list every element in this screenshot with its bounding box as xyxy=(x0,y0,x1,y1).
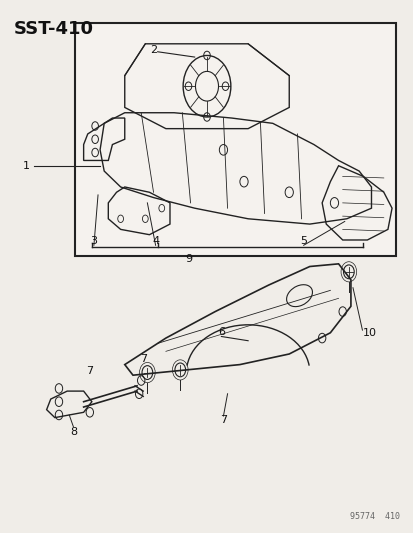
Text: 7: 7 xyxy=(219,415,226,425)
Bar xyxy=(75,22,395,256)
Text: 2: 2 xyxy=(150,45,157,55)
Text: 1: 1 xyxy=(22,161,29,171)
Text: 7: 7 xyxy=(86,367,93,376)
Text: 3: 3 xyxy=(90,236,97,246)
Text: 10: 10 xyxy=(361,328,375,338)
Text: 9: 9 xyxy=(185,254,192,263)
Text: 8: 8 xyxy=(70,427,77,437)
Text: 95774  410: 95774 410 xyxy=(349,512,399,521)
Text: 4: 4 xyxy=(152,236,159,246)
Text: 5: 5 xyxy=(299,236,306,246)
Text: 7: 7 xyxy=(139,354,147,364)
Text: 6: 6 xyxy=(217,327,224,337)
Text: SST-410: SST-410 xyxy=(14,20,93,38)
